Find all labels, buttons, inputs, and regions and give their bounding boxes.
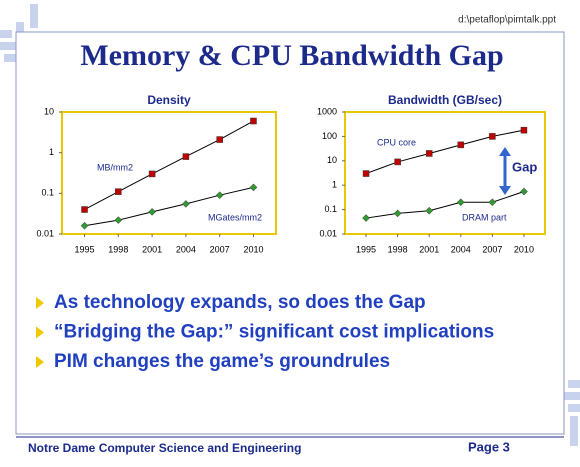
x-tick-label: 2010	[514, 244, 534, 254]
series-line	[84, 186, 254, 227]
bullet-marker	[36, 297, 44, 309]
y-tick-label: 1	[49, 147, 54, 157]
y-tick-label: 10	[44, 106, 54, 116]
annotation: Gap	[512, 159, 537, 174]
marker	[215, 191, 224, 200]
marker	[394, 158, 401, 166]
x-tick-label: 2001	[419, 244, 439, 254]
marker	[488, 198, 497, 207]
x-tick-label: 1995	[356, 244, 376, 254]
series-label: DRAM part	[462, 212, 507, 222]
page-number: Page 3	[468, 439, 510, 454]
y-tick-label: 1000	[317, 106, 337, 116]
series-label: MGates/mm2	[208, 212, 262, 222]
y-tick-label: 0.1	[41, 188, 54, 198]
y-tick-label: 0.01	[36, 228, 54, 238]
series-label: MB/mm2	[97, 162, 133, 172]
bullet-text: As technology expands, so does the Gap	[54, 292, 426, 313]
marker	[148, 208, 156, 216]
marker	[182, 153, 190, 160]
arrow-head	[499, 186, 511, 195]
marker	[362, 214, 370, 222]
marker	[81, 206, 88, 213]
marker	[489, 133, 496, 140]
y-tick-label: 0.01	[319, 228, 337, 238]
bullet-marker	[36, 356, 44, 368]
marker	[425, 150, 433, 157]
marker	[520, 187, 528, 196]
series-line	[84, 120, 254, 210]
x-tick-label: 2007	[210, 244, 230, 254]
x-tick-label: 1995	[75, 244, 95, 254]
x-tick-label: 2001	[142, 244, 162, 254]
marker	[457, 141, 465, 149]
chart-title: Density	[147, 93, 191, 107]
y-tick-label: 0.1	[324, 204, 337, 214]
marker	[362, 170, 370, 177]
y-tick-label: 1	[332, 180, 337, 190]
series-label: CPU core	[377, 137, 416, 147]
y-tick-label: 100	[322, 131, 337, 141]
x-tick-label: 2004	[451, 244, 471, 254]
plot-area	[61, 111, 277, 235]
marker	[250, 117, 257, 125]
marker	[249, 183, 258, 192]
footer-text: Notre Dame Computer Science and Engineer…	[28, 441, 301, 455]
marker	[182, 200, 190, 208]
marker	[115, 188, 122, 195]
x-tick-label: 2010	[243, 244, 263, 254]
marker	[425, 206, 434, 215]
y-tick-label: 10	[327, 155, 337, 165]
marker	[456, 198, 465, 207]
x-tick-label: 1998	[108, 244, 128, 254]
marker	[114, 216, 123, 224]
series-line	[365, 129, 525, 175]
marker	[216, 136, 223, 143]
marker	[393, 209, 402, 218]
slide-title: Memory & CPU Bandwidth Gap	[80, 39, 503, 72]
arrow-head	[499, 147, 511, 156]
x-tick-label: 2007	[482, 244, 502, 254]
chart-title: Bandwidth (GB/sec)	[388, 93, 502, 107]
series-line	[365, 191, 525, 219]
marker	[80, 221, 89, 230]
marker	[148, 170, 156, 178]
x-tick-label: 1998	[388, 244, 408, 254]
bullet-marker	[36, 326, 44, 339]
bullet-text: PIM changes the game’s groundrules	[54, 351, 390, 372]
bullet-text: “Bridging the Gap:” significant cost imp…	[54, 322, 494, 343]
file-path: d:\petaflop\pimtalk.ppt	[458, 15, 556, 26]
marker	[520, 126, 528, 134]
bullet-list: As technology expands, so does the Gap “B…	[36, 292, 494, 372]
x-tick-label: 2004	[176, 244, 196, 254]
